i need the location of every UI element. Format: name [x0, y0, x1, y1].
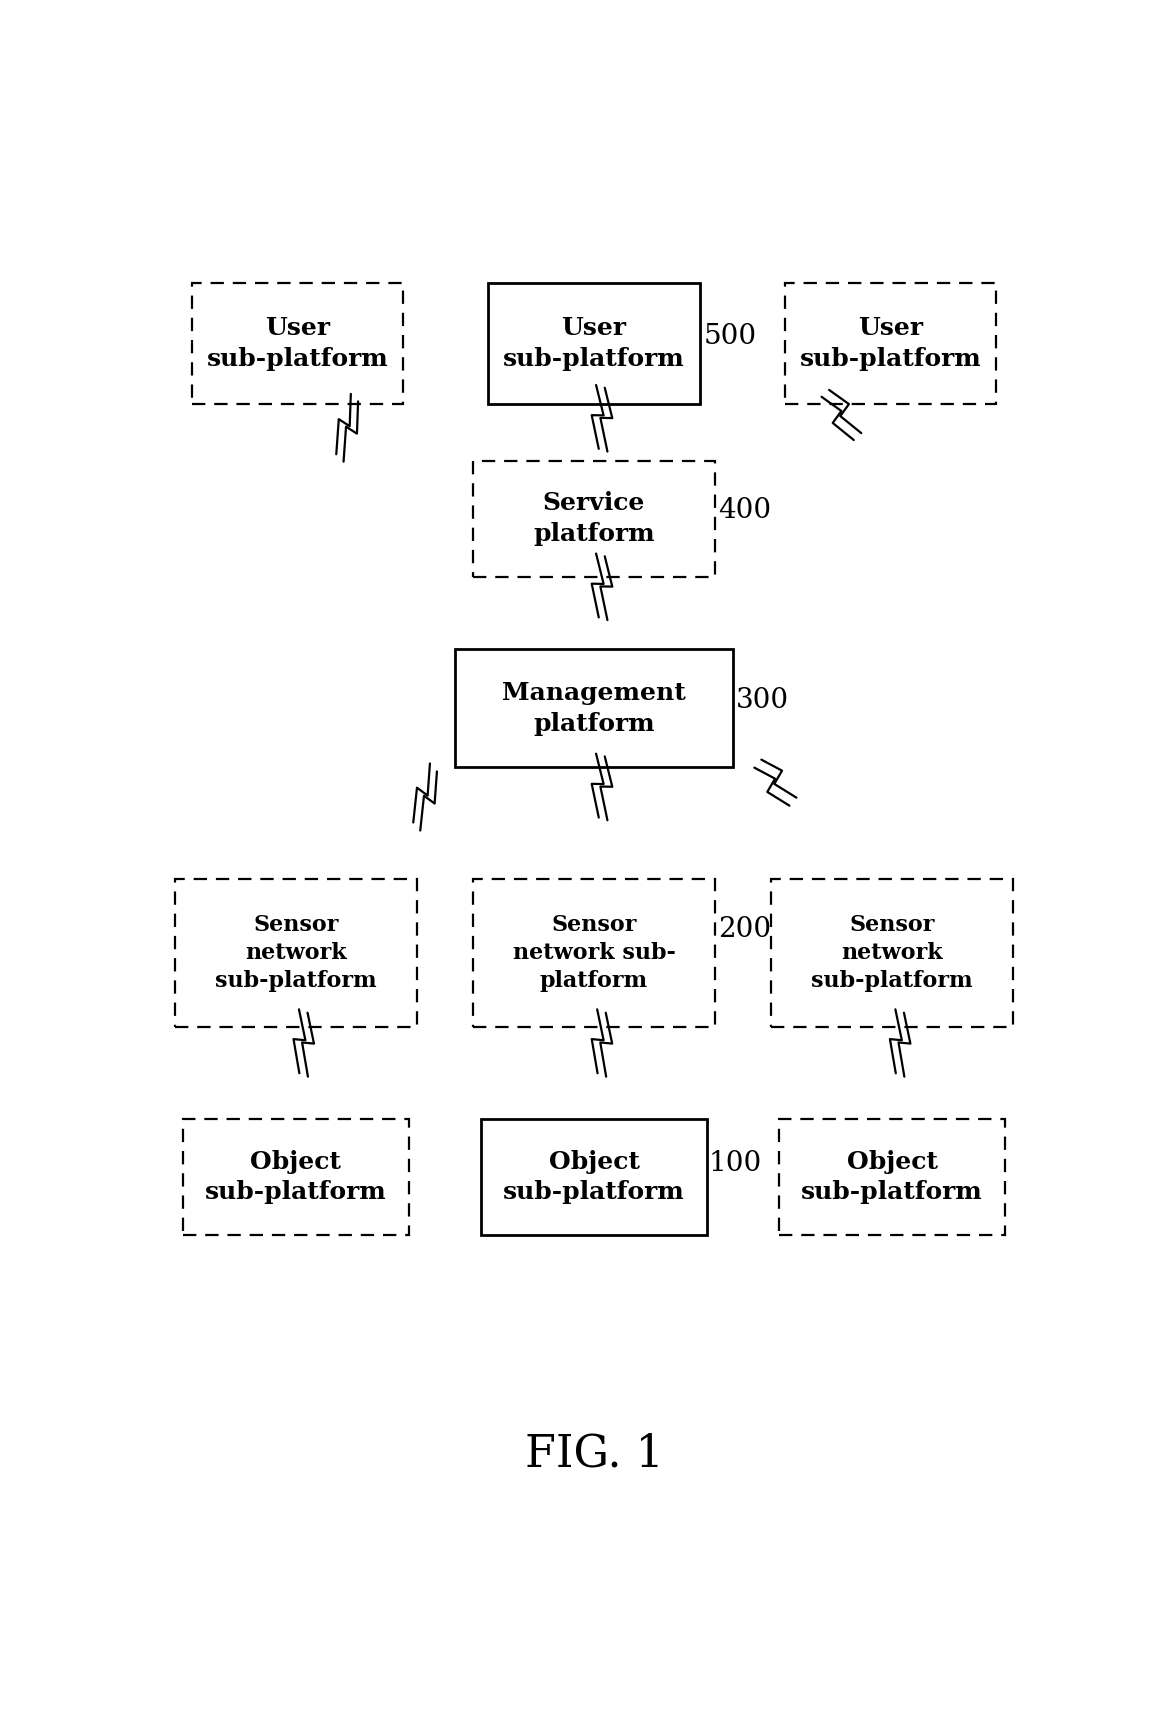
FancyBboxPatch shape — [779, 1118, 1005, 1235]
Text: 500: 500 — [704, 323, 757, 351]
FancyBboxPatch shape — [785, 282, 996, 404]
Text: FIG. 1: FIG. 1 — [525, 1431, 663, 1476]
FancyBboxPatch shape — [192, 282, 403, 404]
FancyBboxPatch shape — [175, 879, 417, 1026]
FancyBboxPatch shape — [473, 460, 715, 576]
Text: Object
sub-platform: Object sub-platform — [503, 1149, 685, 1204]
Text: Object
sub-platform: Object sub-platform — [801, 1149, 983, 1204]
Text: User
sub-platform: User sub-platform — [206, 316, 388, 371]
Text: User
sub-platform: User sub-platform — [503, 316, 685, 371]
Text: 400: 400 — [717, 498, 771, 525]
Text: 200: 200 — [717, 917, 771, 942]
FancyBboxPatch shape — [183, 1118, 409, 1235]
Text: 100: 100 — [709, 1151, 763, 1176]
FancyBboxPatch shape — [488, 282, 700, 404]
Text: Sensor
network
sub-platform: Sensor network sub-platform — [214, 915, 377, 992]
Text: 300: 300 — [736, 687, 789, 713]
Text: User
sub-platform: User sub-platform — [800, 316, 982, 371]
Text: Management
platform: Management platform — [502, 681, 686, 735]
FancyBboxPatch shape — [481, 1118, 707, 1235]
Text: Service
platform: Service platform — [533, 491, 655, 545]
FancyBboxPatch shape — [771, 879, 1013, 1026]
FancyBboxPatch shape — [454, 648, 734, 768]
FancyBboxPatch shape — [473, 879, 715, 1026]
Text: Object
sub-platform: Object sub-platform — [205, 1149, 387, 1204]
Text: Sensor
network sub-
platform: Sensor network sub- platform — [512, 915, 676, 992]
Text: Sensor
network
sub-platform: Sensor network sub-platform — [811, 915, 974, 992]
